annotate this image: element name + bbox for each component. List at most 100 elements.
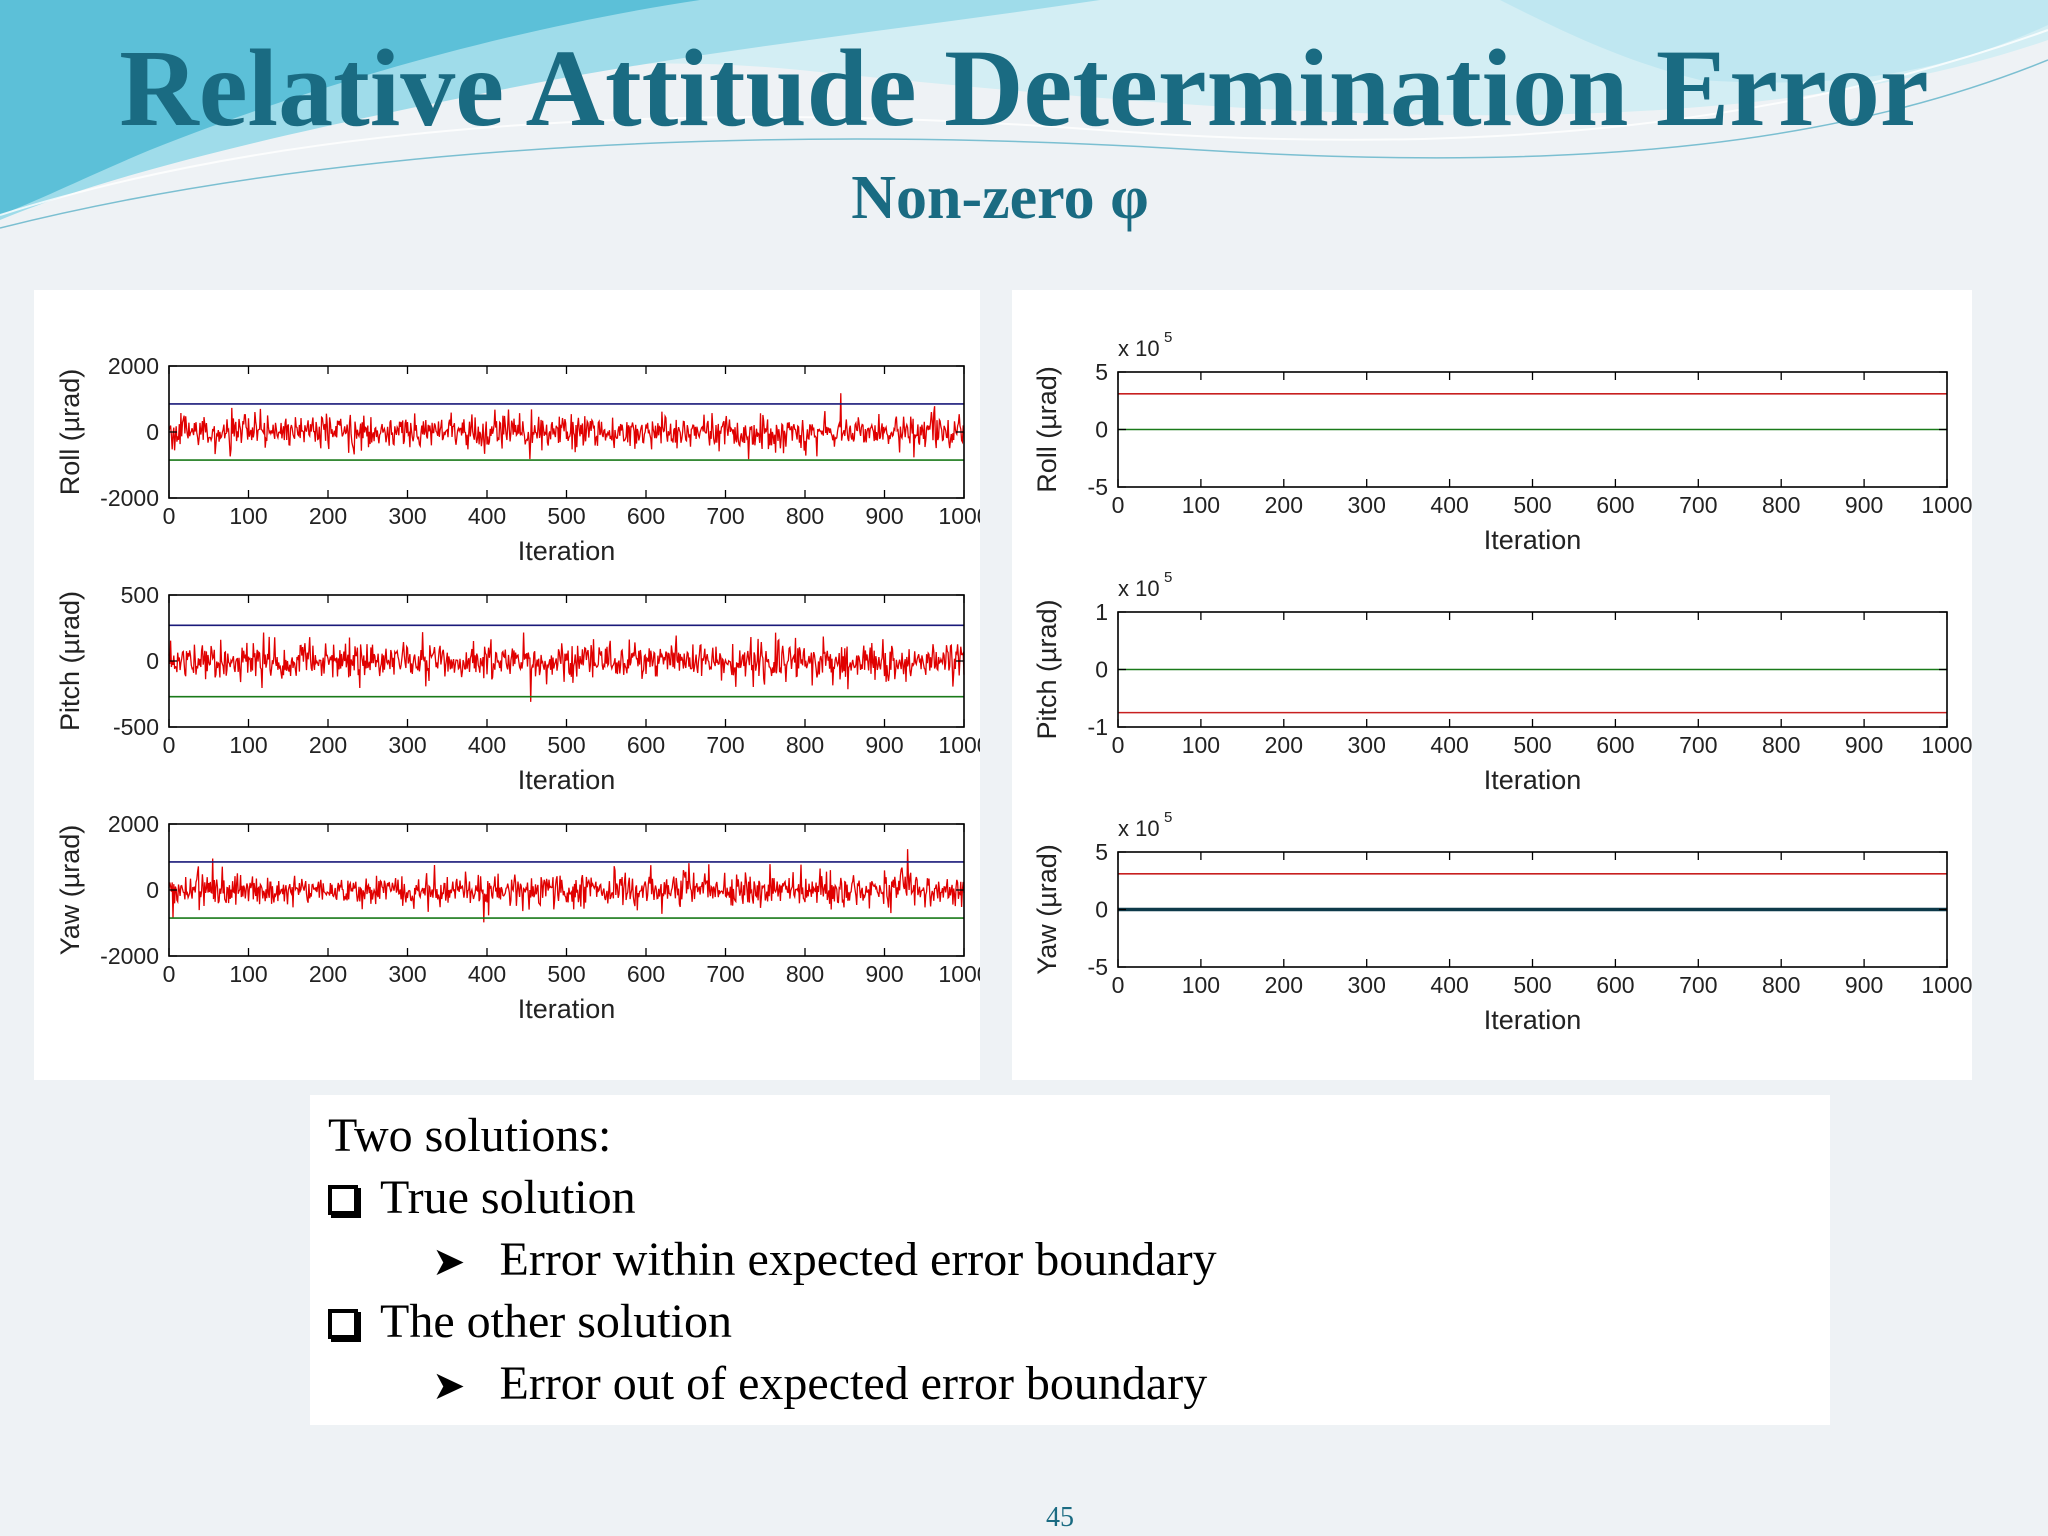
x-tick-label: 200 xyxy=(309,503,347,529)
x-tick-label: 200 xyxy=(309,961,347,987)
x-tick-label: 900 xyxy=(1845,492,1883,518)
x-tick-label: 100 xyxy=(229,732,267,758)
y-tick-label: -5 xyxy=(1088,474,1108,500)
chart-left-0: 01002003004005006007008009001000-2000020… xyxy=(55,353,980,566)
x-tick-label: 1000 xyxy=(1921,492,1972,518)
bullet-item-1-sub-text: Error within expected error boundary xyxy=(499,1233,1217,1286)
error-series-line xyxy=(168,849,965,923)
wave-right xyxy=(1500,0,2048,83)
x-tick-label: 800 xyxy=(1762,972,1800,998)
bullet-list: Two solutions: True solution ➤ Error with… xyxy=(310,1095,1830,1425)
x-tick-label: 0 xyxy=(1112,492,1125,518)
x-tick-label: 800 xyxy=(1762,492,1800,518)
x-tick-label: 700 xyxy=(1679,492,1717,518)
y-tick-label: -500 xyxy=(113,714,159,740)
x-tick-label: 700 xyxy=(706,732,744,758)
x-tick-label: 600 xyxy=(1596,732,1634,758)
y-axis-label: Yaw (µrad) xyxy=(1032,844,1062,975)
x-tick-label: 900 xyxy=(865,961,903,987)
y-tick-label: 5 xyxy=(1095,359,1108,385)
x-tick-label: 1000 xyxy=(938,732,980,758)
y-tick-label: -2000 xyxy=(100,943,159,969)
chart-right-5: 0 100 200 300 400 500 600 700 800 900 1000-505Iter… xyxy=(1032,809,1972,1035)
y-multiplier-label: x 10 xyxy=(1118,576,1160,601)
x-tick-label: 600 xyxy=(627,503,665,529)
y-tick-label: -2000 xyxy=(100,485,159,511)
x-tick-label: 800 xyxy=(786,732,824,758)
x-tick-label: 300 xyxy=(388,732,426,758)
y-multiplier-label: x 10 xyxy=(1118,336,1160,361)
x-tick-label: 200 xyxy=(1265,492,1303,518)
x-tick-label: 700 xyxy=(706,961,744,987)
y-tick-label: 0 xyxy=(146,877,159,903)
x-tick-label: 100 xyxy=(229,961,267,987)
bullet-item-1-sub: ➤ Error within expected error boundary xyxy=(432,1229,1217,1293)
y-axis-label: Yaw (µrad) xyxy=(55,825,85,956)
x-tick-label: 1000 xyxy=(1921,732,1972,758)
y-tick-label: 2000 xyxy=(108,811,159,837)
checkbox-square-icon xyxy=(328,1309,358,1339)
bullet-item-2-text: The other solution xyxy=(380,1295,732,1348)
x-tick-label: 200 xyxy=(1265,732,1303,758)
x-tick-label: 200 xyxy=(309,732,347,758)
bullet-item-1-text: True solution xyxy=(380,1171,636,1224)
x-tick-label: 400 xyxy=(1430,972,1468,998)
x-tick-label: 700 xyxy=(1679,972,1717,998)
bullet-item-2-sub-text: Error out of expected error boundary xyxy=(499,1357,1208,1410)
x-tick-label: 500 xyxy=(547,961,585,987)
x-tick-label: 200 xyxy=(1265,972,1303,998)
y-multiplier-label: x 10 xyxy=(1118,816,1160,841)
x-axis-label: Iteration xyxy=(518,536,616,566)
error-series-line xyxy=(168,393,965,460)
y-tick-label: 0 xyxy=(1095,417,1108,443)
x-tick-label: 300 xyxy=(1348,732,1386,758)
x-tick-label: 400 xyxy=(468,961,506,987)
checkbox-square-icon xyxy=(328,1185,358,1215)
right-charts-svg: 0 100 200 300 400 500 600 700 800 900 1000-505Iter… xyxy=(1032,329,1972,1035)
x-tick-label: 100 xyxy=(1182,732,1220,758)
y-multiplier-exponent: 5 xyxy=(1164,569,1172,586)
bullet-intro-text: Two solutions: xyxy=(328,1109,612,1162)
y-axis-label: Pitch (µrad) xyxy=(1032,599,1062,739)
x-tick-label: 300 xyxy=(388,503,426,529)
wave-stroke-2 xyxy=(0,59,2048,229)
x-tick-label: 1000 xyxy=(938,961,980,987)
x-tick-label: 800 xyxy=(786,503,824,529)
y-tick-label: -5 xyxy=(1088,954,1108,980)
wave-front xyxy=(0,0,700,215)
x-tick-label: 0 xyxy=(163,732,176,758)
left-charts-panel: 0 100 200 300 400 500 600 700 800 900 1000 -2000 0 20… xyxy=(34,290,980,1080)
x-tick-label: 800 xyxy=(786,961,824,987)
x-tick-label: 400 xyxy=(1430,732,1468,758)
x-tick-label: 300 xyxy=(388,961,426,987)
x-tick-label: 600 xyxy=(627,732,665,758)
y-multiplier-exponent: 5 xyxy=(1164,329,1172,346)
y-tick-label: 2000 xyxy=(108,353,159,379)
right-charts-panel: 0 100 200 300 400 500 600 700 800 900 1000 -5 0 5 Iter… xyxy=(1012,290,1972,1080)
page-number: 45 xyxy=(1046,1502,1074,1533)
y-tick-label: 0 xyxy=(1095,897,1108,923)
y-tick-label: 1 xyxy=(1095,599,1108,625)
x-tick-label: 400 xyxy=(1430,492,1468,518)
slide-title: Relative Attitude Determination Error xyxy=(119,27,1929,149)
x-tick-label: 0 xyxy=(1112,972,1125,998)
x-tick-label: 100 xyxy=(1182,972,1220,998)
bullet-item-2: The other solution xyxy=(328,1291,732,1353)
y-axis-label: Roll (µrad) xyxy=(55,369,85,496)
x-tick-label: 900 xyxy=(865,503,903,529)
x-tick-label: 700 xyxy=(706,503,744,529)
x-axis-label: Iteration xyxy=(518,994,616,1024)
x-tick-label: 1000 xyxy=(1921,972,1972,998)
x-tick-label: 100 xyxy=(1182,492,1220,518)
x-tick-label: 400 xyxy=(468,732,506,758)
y-tick-label: 500 xyxy=(121,582,159,608)
error-series-line xyxy=(168,632,965,702)
x-tick-label: 800 xyxy=(1762,732,1800,758)
y-tick-label: -1 xyxy=(1088,714,1108,740)
x-tick-label: 500 xyxy=(1513,492,1551,518)
x-tick-label: 500 xyxy=(547,503,585,529)
x-axis-label: Iteration xyxy=(518,765,616,795)
x-tick-label: 700 xyxy=(1679,732,1717,758)
bullet-item-2-sub: ➤ Error out of expected error boundary xyxy=(432,1353,1207,1417)
x-tick-label: 900 xyxy=(1845,972,1883,998)
